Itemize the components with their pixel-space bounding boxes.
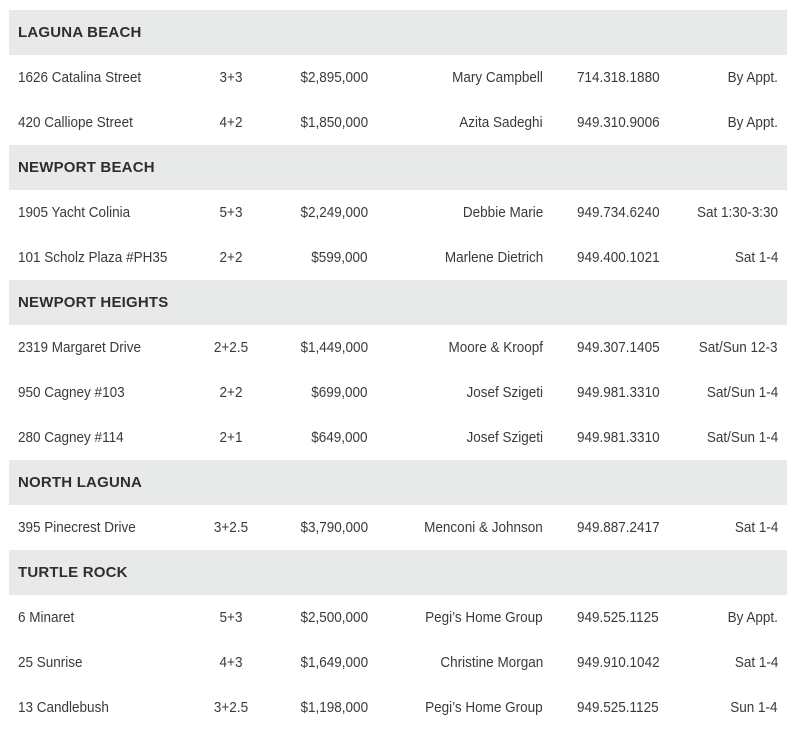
- listing-agent: Azita Sadeghi: [459, 114, 543, 131]
- listing-price: $2,500,000: [300, 609, 368, 626]
- listing-row: 13 Candlebush 3+2.5 $1,198,000 Pegi’s Home …: [18, 699, 778, 716]
- section-title: TURTLE ROCK: [18, 564, 128, 581]
- listing-phone: 949.887.2417: [577, 519, 660, 536]
- section-title: NEWPORT BEACH: [18, 159, 155, 176]
- listing-price: $1,449,000: [300, 339, 368, 356]
- listing-price: $699,000: [311, 384, 368, 401]
- listing-agent: Moore & Kroopf: [448, 339, 543, 356]
- listing-address: 25 Sunrise: [18, 654, 83, 671]
- listing-row: 2319 Margaret Drive 2+2.5 $1,449,000 Moore …: [18, 339, 778, 356]
- listing-open-house: Sat/Sun 12-3: [699, 339, 778, 356]
- listing-address: 1626 Catalina Street: [18, 69, 142, 86]
- listing-open-house: By Appt.: [727, 609, 778, 626]
- listing-phone: 949.400.1021: [577, 249, 660, 266]
- listing-open-house: By Appt.: [727, 69, 778, 86]
- listing-agent: Josef Szigeti: [466, 384, 543, 401]
- listing-row: 420 Calliope Street 4+2 $1,850,000 Azita Sa…: [18, 114, 778, 131]
- listing-open-house: Sat 1-4: [734, 249, 778, 266]
- section-title: NEWPORT HEIGHTS: [18, 294, 169, 311]
- listing-agent: Pegi’s Home Group: [425, 699, 543, 716]
- listing-phone: 949.525.1125: [577, 699, 659, 716]
- listing-phone: 949.310.9006: [577, 114, 660, 131]
- listing-row: 280 Cagney #114 2+1 $649,000 Josef Szigeti 9…: [18, 429, 778, 446]
- listing-row: 950 Cagney #103 2+2 $699,000 Josef Szigeti 9…: [18, 384, 778, 401]
- section-header: NEWPORT BEACH: [9, 145, 787, 190]
- listing-row: 1626 Catalina Street 3+3 $2,895,000 Mary Ca…: [18, 69, 778, 86]
- listing-address: 950 Cagney #103: [18, 384, 125, 401]
- listing-open-house: Sat 1:30-3:30: [696, 204, 778, 221]
- listing-price: $1,850,000: [300, 114, 368, 131]
- listing-phone: 949.307.1405: [577, 339, 660, 356]
- listing-price: $1,649,000: [300, 654, 368, 671]
- listing-price: $1,198,000: [300, 699, 368, 716]
- listing-address: 395 Pinecrest Drive: [18, 519, 136, 536]
- listing-agent: Marlene Dietrich: [444, 249, 543, 266]
- section-title: NORTH LAGUNA: [18, 474, 143, 491]
- listing-agent: Mary Campbell: [452, 69, 543, 86]
- listing-open-house: Sat/Sun 1-4: [706, 429, 778, 446]
- listing-agent: Menconi & Johnson: [424, 519, 543, 536]
- listing-phone: 949.910.1042: [577, 654, 660, 671]
- section-title: LAGUNA BEACH: [18, 24, 142, 41]
- listing-phone: 949.734.6240: [577, 204, 660, 221]
- listing-address: 280 Cagney #114: [18, 429, 124, 446]
- listing-open-house: Sat 1-4: [734, 519, 778, 536]
- listing-address: 6 Minaret: [18, 609, 75, 626]
- listing-agent: Debbie Marie: [462, 204, 543, 221]
- listing-phone: 949.981.3310: [577, 429, 660, 446]
- listing-row: 25 Sunrise 4+3 $1,649,000 Christine Morgan 9…: [18, 654, 778, 671]
- listing-row: 395 Pinecrest Drive 3+2.5 $3,790,000 Mencon…: [18, 519, 778, 536]
- listing-open-house: Sat 1-4: [734, 654, 778, 671]
- listing-price: $649,000: [311, 429, 368, 446]
- listing-open-house: By Appt.: [727, 114, 778, 131]
- listing-address: 420 Calliope Street: [18, 114, 133, 131]
- listing-open-house: Sat/Sun 1-4: [706, 384, 778, 401]
- listing-agent: Christine Morgan: [440, 654, 543, 671]
- listing-agent: Pegi’s Home Group: [425, 609, 543, 626]
- listing-price: $599,000: [311, 249, 368, 266]
- listing-address: 2319 Margaret Drive: [18, 339, 142, 356]
- open-house-listings-table: LAGUNA BEACH 1626 Catalina Street 3+3 $2,89…: [9, 10, 787, 730]
- listing-price: $3,790,000: [300, 519, 368, 536]
- listing-address: 1905 Yacht Colinia: [18, 204, 131, 221]
- listing-address: 101 Scholz Plaza #PH35: [18, 249, 168, 266]
- listing-phone: 949.981.3310: [577, 384, 660, 401]
- listing-phone: 714.318.1880: [577, 69, 660, 86]
- section-header: TURTLE ROCK: [9, 550, 787, 595]
- listing-price: $2,895,000: [300, 69, 368, 86]
- listing-open-house: Sun 1-4: [730, 699, 778, 716]
- listing-row: 6 Minaret 5+3 $2,500,000 Pegi’s Home Group 9…: [18, 609, 778, 626]
- listing-address: 13 Candlebush: [18, 699, 109, 716]
- listing-row: 101 Scholz Plaza #PH35 2+2 $599,000 Marlene…: [18, 249, 778, 266]
- section-header: LAGUNA BEACH: [9, 10, 787, 55]
- section-header: NORTH LAGUNA: [9, 460, 787, 505]
- listing-price: $2,249,000: [300, 204, 368, 221]
- listing-agent: Josef Szigeti: [466, 429, 543, 446]
- section-header: NEWPORT HEIGHTS: [9, 280, 787, 325]
- listing-phone: 949.525.1125: [577, 609, 659, 626]
- listing-row: 1905 Yacht Colinia 5+3 $2,249,000 Debbie Ma…: [18, 204, 778, 221]
